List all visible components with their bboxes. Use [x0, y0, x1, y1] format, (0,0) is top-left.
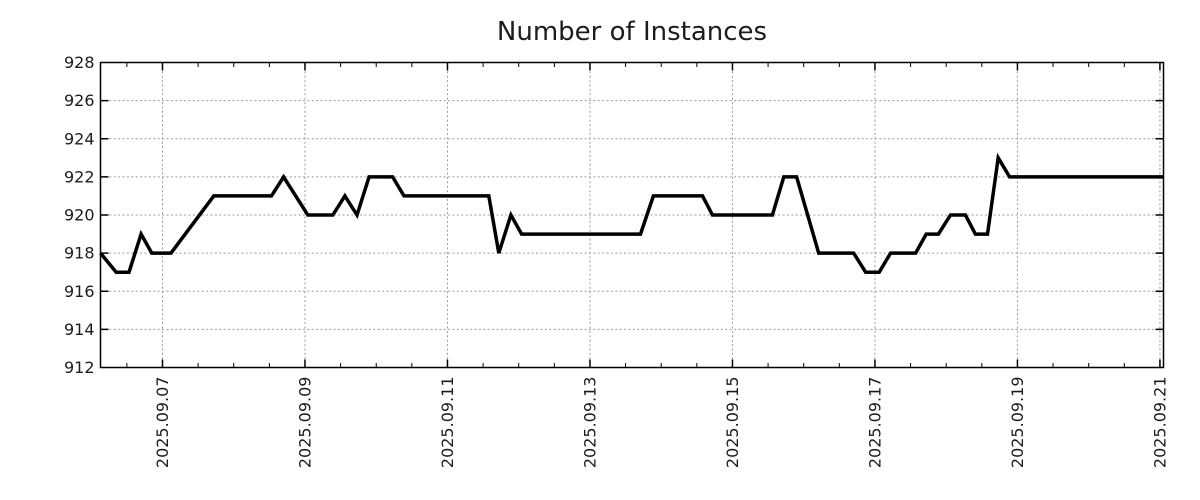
y-tick-label: 922 — [64, 167, 95, 186]
x-tick-label: 2025.09.15 — [723, 377, 742, 469]
data-layer — [99, 152, 1164, 274]
y-tick-label: 926 — [64, 91, 95, 110]
y-tick-label: 920 — [64, 206, 95, 225]
axis-layer — [99, 61, 1165, 369]
x-tick-label: 2025.09.21 — [1150, 377, 1169, 469]
y-tick-label: 916 — [64, 282, 95, 301]
label-layer: 912 914 916 918 920 922 924 926 928 2025.09.07 202… — [64, 53, 1169, 468]
y-tick-label: 918 — [64, 244, 95, 263]
chart-title: Number of Instances — [497, 17, 767, 47]
x-tick-label: 2025.09.11 — [438, 377, 457, 469]
x-tick-label: 2025.09.19 — [1008, 376, 1027, 468]
x-tick-label: 2025.09.13 — [580, 377, 599, 469]
y-tick-label: 928 — [64, 53, 95, 72]
grid-layer — [100, 62, 1164, 368]
y-tick-label: 914 — [64, 320, 95, 339]
x-tick-label: 2025.09.17 — [865, 377, 884, 469]
y-tick-label: 924 — [64, 129, 95, 148]
x-tick-label: 2025.09.09 — [295, 377, 314, 469]
x-tick-label: 2025.09.07 — [153, 377, 172, 469]
series-line — [99, 152, 1164, 274]
y-tick-label: 912 — [64, 358, 95, 377]
